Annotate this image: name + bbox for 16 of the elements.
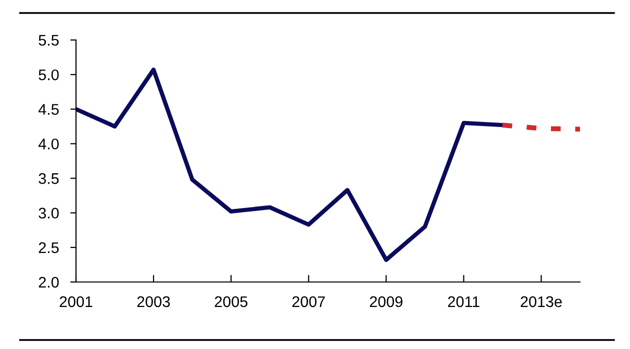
y-tick-label: 5.0 [38,69,59,80]
line-series [76,68,505,262]
y-tick-label: 4.5 [38,104,59,115]
y-tick-label: 3.0 [38,208,59,219]
x-tick-label: 2007 [292,296,325,308]
y-tick-label: 2.5 [38,242,59,254]
y-tick-label: 4.0 [38,138,59,150]
x-tick-label: 2009 [370,296,402,308]
x-tick-label: 2005 [214,296,248,308]
y-tick-label: 2.0 [38,276,59,288]
x-tick-label: 2011 [448,296,480,308]
x-tick-label: 2001 [60,296,92,308]
y-tick-label: 5.5 [38,35,59,46]
y-tick-label: 3.5 [38,173,59,184]
x-tick-label: 2003 [137,296,170,308]
x-tick-label: 2013e [520,296,562,308]
